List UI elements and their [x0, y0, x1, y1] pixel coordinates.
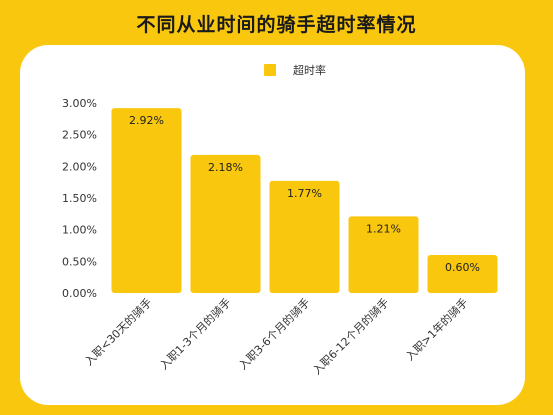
bar	[348, 216, 419, 293]
x-category-label: 入职>1年的骑手	[403, 295, 471, 363]
x-category-label: 入职<30天的骑手	[82, 295, 155, 368]
bar-value-label: 1.77%	[287, 187, 322, 200]
bar	[427, 255, 498, 293]
legend-label: 超时率	[293, 63, 326, 77]
bar	[190, 154, 261, 293]
bar-value-label: 0.60%	[445, 261, 480, 274]
x-category-label: 入职1-3个月的骑手	[157, 295, 234, 372]
x-category-label: 入职6-12个月的骑手	[310, 295, 392, 377]
bar-labels: 2.92% 2.18% 1.77% 1.21% 0.60%	[129, 114, 480, 274]
x-axis: 入职<30天的骑手 入职1-3个月的骑手 入职3-6个月的骑手入职6-12个月的骑手…	[82, 295, 471, 377]
y-tick-label: 0.50%	[62, 255, 97, 268]
bar-value-label: 2.92%	[129, 114, 164, 127]
bar	[111, 108, 182, 293]
y-tick-label: 1.00%	[62, 224, 97, 237]
y-tick-label: 0.00%	[62, 287, 97, 300]
x-category-label: 入职3-6个月的骑手	[236, 295, 313, 372]
bar-value-label: 2.18%	[208, 161, 243, 174]
legend-swatch	[264, 64, 276, 76]
y-tick-label: 2.50%	[62, 129, 97, 142]
y-tick-label: 2.00%	[62, 160, 97, 173]
y-tick-label: 3.00%	[62, 97, 97, 110]
bar	[269, 180, 340, 293]
legend: 超时率	[264, 63, 326, 77]
chart-title: 不同从业时间的骑手超时率情况	[136, 14, 417, 36]
y-tick-label: 1.50%	[62, 192, 97, 205]
bars	[111, 108, 498, 293]
y-axis: 0.00% 0.50% 1.00% 1.50% 2.00% 2.50% 3.00%	[62, 97, 97, 300]
bar-value-label: 1.21%	[366, 222, 401, 235]
